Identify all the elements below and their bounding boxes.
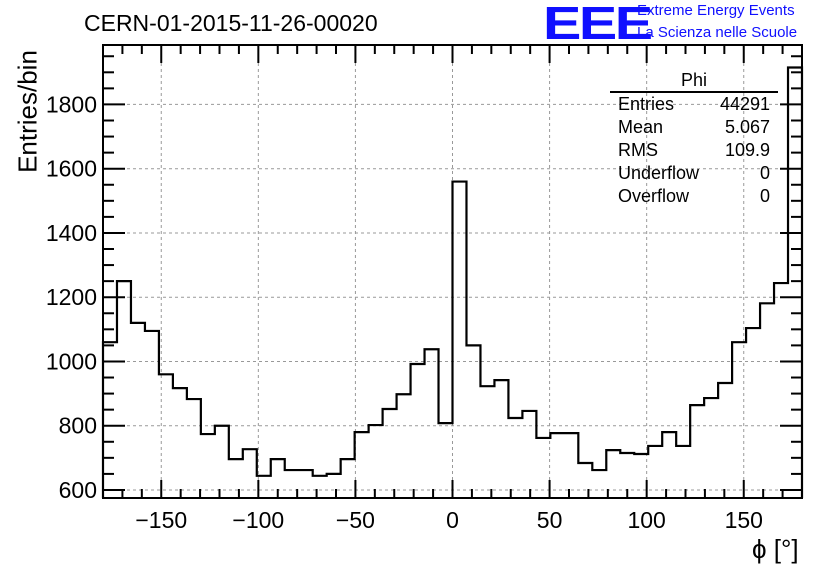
histogram-bin: [117, 281, 131, 498]
y-tick-label: 800: [59, 413, 97, 439]
stats-label: Overflow: [618, 186, 690, 206]
histogram-bin: [676, 446, 690, 498]
stats-row: RMS 109.9: [610, 139, 778, 162]
y-tick-label: 1600: [46, 156, 97, 182]
histogram-bin: [341, 459, 355, 498]
histogram-bin: [690, 405, 704, 498]
x-axis-label: ϕ [°]: [752, 534, 799, 564]
histogram-bin: [313, 476, 327, 498]
stats-label: Entries: [618, 94, 675, 114]
chart-title: CERN-01-2015-11-26-00020: [84, 10, 378, 36]
histogram-bin: [704, 398, 718, 498]
stats-value: 0: [759, 163, 770, 183]
histogram-bin: [453, 182, 467, 498]
histogram-bin: [508, 418, 522, 498]
stats-value: 0: [759, 186, 770, 206]
histogram-bin: [662, 432, 676, 498]
histogram-bin: [774, 283, 788, 498]
histogram-bin: [494, 380, 508, 498]
stats-row: Overflow 0: [610, 185, 778, 208]
histogram-bin: [411, 364, 425, 498]
logo-line2: La Scienza nelle Scuole: [637, 24, 798, 41]
histogram-bin: [592, 470, 606, 498]
stats-row: Mean 5.067: [610, 116, 778, 139]
stats-label: Mean: [618, 117, 664, 137]
stats-value: 5.067: [724, 117, 770, 137]
histogram-bin: [466, 345, 480, 498]
x-tick-label: −150: [135, 507, 187, 533]
stats-label: RMS: [618, 140, 658, 160]
histogram-bin: [201, 434, 215, 498]
stats-label: Underflow: [618, 163, 700, 183]
stats-row: Entries 44291: [610, 93, 778, 116]
histogram-bin: [788, 67, 802, 498]
histogram-bin: [243, 449, 257, 498]
x-tick-label: −100: [232, 507, 284, 533]
histogram-bin: [522, 411, 536, 498]
stats-row: Underflow 0: [610, 162, 778, 185]
histogram-bin: [327, 474, 341, 498]
y-tick-label: 1400: [46, 220, 97, 246]
histogram-bin: [578, 463, 592, 498]
histogram-bin: [299, 470, 313, 498]
histogram-bin: [480, 386, 494, 498]
histogram-bin: [369, 425, 383, 498]
histogram-bin: [397, 394, 411, 498]
y-tick-label: 1000: [46, 348, 97, 374]
x-tick-label: 0: [446, 507, 459, 533]
logo-line1: Extreme Energy Events: [637, 2, 795, 19]
x-tick-label: 100: [627, 507, 665, 533]
histogram-bin: [215, 426, 229, 498]
stats-box: Phi Entries 44291 Mean 5.067 RMS 109.9 Unde…: [610, 70, 778, 208]
stats-value: 109.9: [724, 140, 770, 160]
x-tick-label: −50: [336, 507, 375, 533]
histogram-bin: [355, 432, 369, 498]
histogram-bin: [173, 388, 187, 498]
histogram-bin: [131, 323, 145, 498]
histogram-bin: [564, 433, 578, 498]
stats-value: 44291: [719, 94, 770, 114]
histogram-bin: [383, 409, 397, 498]
y-tick-label: 1800: [46, 91, 97, 117]
histogram-bin: [187, 399, 201, 498]
y-tick-label: 600: [59, 477, 97, 503]
histogram-bin: [439, 423, 453, 498]
histogram-bin: [718, 383, 732, 498]
y-tick-label: 1200: [46, 284, 97, 310]
x-tick-label: 150: [725, 507, 763, 533]
histogram-bin: [425, 349, 439, 498]
y-axis-label: Entries/bin: [12, 50, 43, 173]
histogram-bin: [550, 433, 564, 498]
histogram-line: [101, 66, 804, 498]
histogram-bin: [746, 328, 760, 498]
histogram-bin: [229, 459, 243, 498]
eee-logo: EEE: [543, 0, 653, 49]
histogram-bin: [145, 331, 159, 498]
histogram-bin: [760, 303, 774, 498]
stats-title: Phi: [610, 70, 778, 93]
x-tick-label: 50: [537, 507, 563, 533]
histogram-bin: [536, 438, 550, 498]
